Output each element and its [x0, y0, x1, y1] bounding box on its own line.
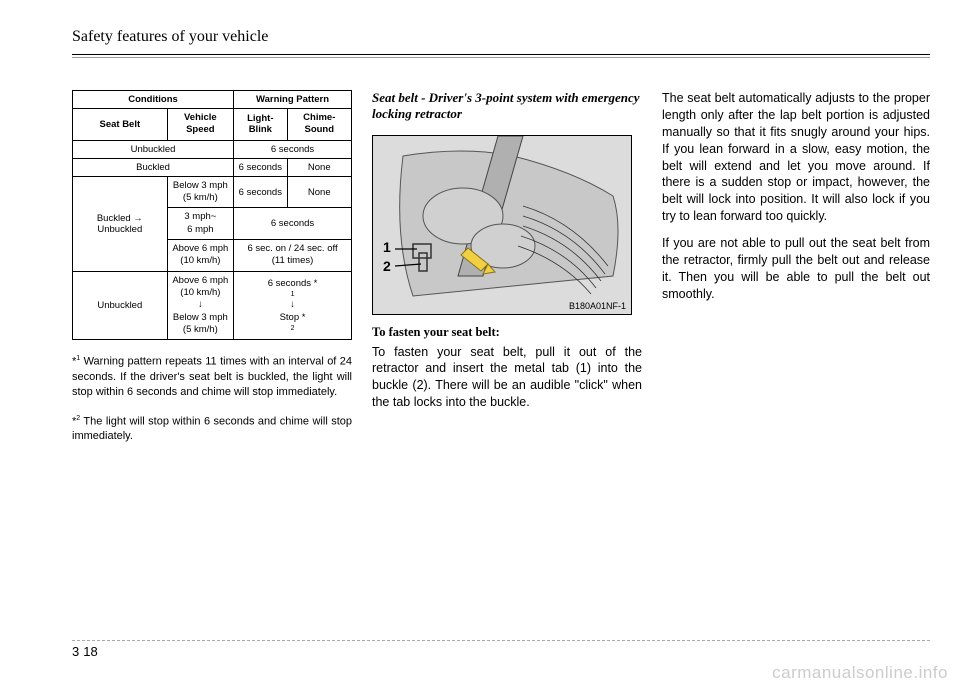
warning-pattern-table: Conditions Warning Pattern Seat Belt Veh… — [72, 90, 352, 340]
cell-below3: Below 3 mph (5 km/h) — [167, 176, 233, 208]
seatbelt-svg — [373, 136, 632, 315]
cell-3to6: 3 mph~ 6 mph — [167, 208, 233, 240]
cell-11times: 6 sec. on / 24 sec. off (11 times) — [234, 240, 352, 272]
seatbelt-illustration: 1 2 B180A01NF-1 — [372, 135, 632, 315]
page-header: Safety features of your vehicle — [72, 28, 268, 46]
th-seat-belt: Seat Belt — [73, 109, 168, 141]
column-3: The seat belt automatically adjusts to t… — [662, 90, 930, 444]
cell-none-b: None — [287, 176, 351, 208]
cell-pattern-stop: 6 seconds *1 ↓ Stop *2 — [234, 271, 352, 340]
para-retractor-tip: If you are not able to pull out the seat… — [662, 235, 930, 303]
illustration-code: B180A01NF-1 — [569, 301, 626, 311]
cell-unbuckled-2: Unbuckled — [73, 271, 168, 340]
fasten-body: To fasten your seat belt, pull it out of… — [372, 344, 642, 412]
th-light-blink: Light-Blink — [234, 109, 287, 141]
footer-dashed-line — [72, 640, 930, 641]
subheading-seatbelt: Seat belt - Driver's 3-point system with… — [372, 90, 642, 123]
cell-none: None — [287, 158, 351, 176]
callout-1: 1 — [383, 239, 391, 255]
th-warning-pattern: Warning Pattern — [234, 91, 352, 109]
th-chime-sound: Chime-Sound — [287, 109, 351, 141]
th-vehicle-speed: Vehicle Speed — [167, 109, 233, 141]
column-1: Conditions Warning Pattern Seat Belt Veh… — [72, 90, 352, 444]
footnote-2: *2 The light will stop within 6 seconds … — [72, 414, 352, 444]
cell-6sec-b: 6 seconds — [234, 176, 287, 208]
cell-above6: Above 6 mph (10 km/h) — [167, 240, 233, 272]
cell-6sec: 6 seconds — [234, 140, 352, 158]
content-columns: Conditions Warning Pattern Seat Belt Veh… — [72, 90, 930, 444]
para-auto-adjust: The seat belt automatically adjusts to t… — [662, 90, 930, 225]
cell-6sec-light: 6 seconds — [234, 158, 287, 176]
cell-speed-range: Above 6 mph (10 km/h) ↓ Below 3 mph (5 k… — [167, 271, 233, 340]
cell-buckled-to-unbuckled: Buckled → Unbuckled — [73, 176, 168, 271]
header-rule-thin — [72, 57, 930, 58]
callout-2: 2 — [383, 258, 391, 274]
header-rule — [72, 54, 930, 55]
watermark: carmanualsonline.info — [772, 663, 948, 683]
footnote-1: *1 Warning pattern repeats 11 times with… — [72, 354, 352, 399]
cell-unbuckled: Unbuckled — [73, 140, 234, 158]
cell-buckled: Buckled — [73, 158, 234, 176]
column-2: Seat belt - Driver's 3-point system with… — [372, 90, 642, 444]
cell-6sec-c: 6 seconds — [234, 208, 352, 240]
page-number: 318 — [72, 644, 98, 659]
fasten-heading: To fasten your seat belt: — [372, 325, 642, 340]
th-conditions: Conditions — [73, 91, 234, 109]
